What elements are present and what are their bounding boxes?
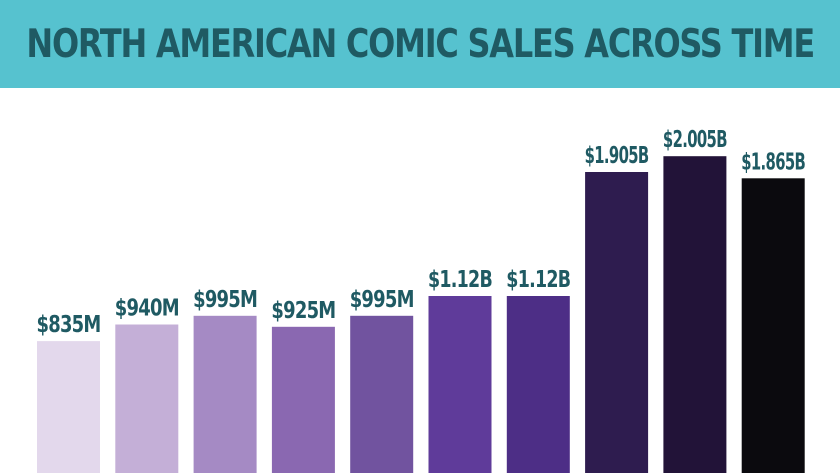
bar-label-6: $1.12B (428, 267, 492, 293)
bar-label-10: $1.865B (741, 149, 805, 175)
bar-4 (271, 326, 335, 473)
chart-title: NORTH AMERICAN COMIC SALES ACROSS TIME (26, 21, 815, 67)
bar-label-4: $925M (271, 298, 335, 324)
bar-label-3: $995M (193, 287, 257, 313)
bar-label-9: $2.005B (663, 127, 727, 153)
bar-label-2: $940M (115, 296, 179, 322)
bar-6 (428, 296, 492, 473)
bar-label-8: $1.905B (585, 143, 649, 169)
bar-9 (663, 156, 727, 473)
bar-3 (193, 315, 257, 473)
bar-10 (741, 178, 805, 473)
bar-1 (37, 341, 100, 473)
bar-2 (115, 324, 179, 473)
bar-chart: $835M $940M $995M $925M $995M $1.12B $1.12B $1.… (37, 127, 806, 473)
chart-title-part1: NORTH AMERICAN COMIC SALES (26, 21, 585, 67)
bar-label-1: $835M (37, 312, 101, 338)
chart-header: NORTH AMERICAN COMIC SALES ACROSS TIME (0, 0, 840, 88)
chart-title-part2: ACROSS TIME (584, 21, 815, 67)
bar-8 (585, 172, 649, 473)
bar-label-5: $995M (350, 287, 414, 313)
bar-5 (350, 315, 414, 473)
bar-7 (506, 296, 570, 473)
bar-label-7: $1.12B (506, 267, 570, 293)
